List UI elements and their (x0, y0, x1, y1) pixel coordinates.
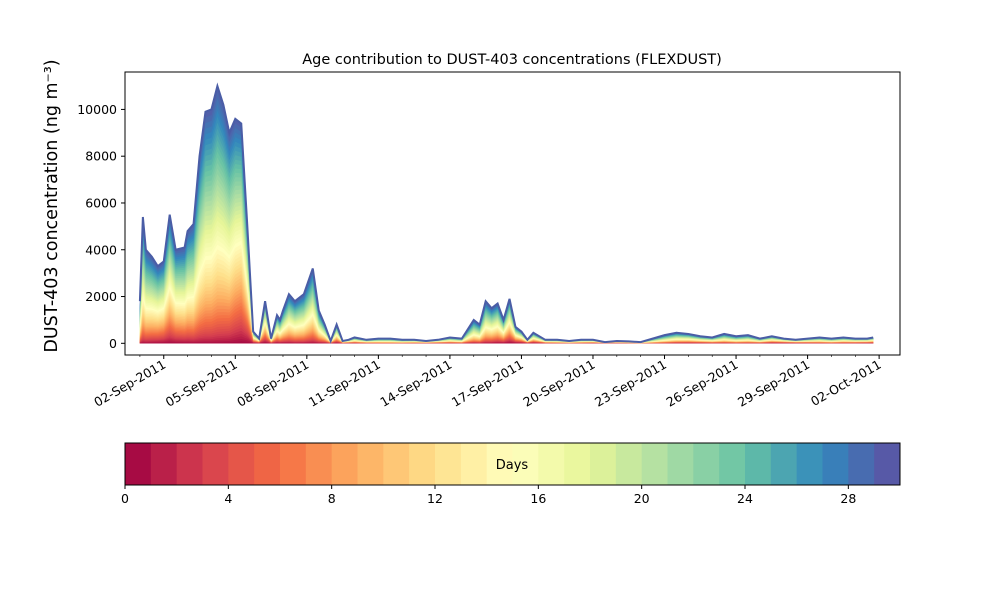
x-tick-label: 20-Sep-2011 (520, 357, 597, 410)
colorbar-cell (331, 443, 358, 485)
x-tick-label: 02-Oct-2011 (808, 357, 884, 409)
colorbar-cell (228, 443, 255, 485)
colorbar-cell (176, 443, 203, 485)
colorbar-cell (874, 443, 901, 485)
x-tick-label: 17-Sep-2011 (449, 357, 526, 410)
colorbar-tick-label: 12 (427, 491, 443, 506)
colorbar-cell (848, 443, 875, 485)
x-tick-label: 11-Sep-2011 (306, 357, 383, 410)
colorbar-tick-label: 4 (224, 491, 232, 506)
y-tick-label: 4000 (85, 242, 117, 257)
colorbar-cell (822, 443, 849, 485)
colorbar-cell (202, 443, 229, 485)
y-axis-label: DUST-403 concentration (ng m⁻³) (42, 59, 62, 352)
colorbar-cell (409, 443, 436, 485)
colorbar-tick-label: 20 (634, 491, 650, 506)
x-tick-label: 02-Sep-2011 (91, 357, 168, 410)
colorbar-cell (150, 443, 178, 485)
colorbar-cell (667, 443, 694, 485)
colorbar-tick-label: 24 (737, 491, 753, 506)
colorbar-cell (280, 443, 307, 485)
colorbar-frame (124, 442, 901, 486)
colorbar-cell (486, 443, 513, 485)
plot-area (138, 82, 874, 344)
age-bands (139, 86, 874, 344)
colorbar-cell (615, 443, 643, 485)
x-tick-label: 26-Sep-2011 (664, 357, 741, 410)
y-axis: 0 2000 4000 6000 8000 10000 (77, 102, 125, 351)
total-concentration-line (138, 82, 874, 344)
colorbar-cell (512, 443, 539, 485)
x-tick-label: 05-Sep-2011 (163, 357, 240, 410)
colorbar-cell (538, 443, 565, 485)
colorbar-cell (590, 443, 617, 485)
y-tick-label: 0 (109, 336, 117, 351)
colorbar-ticks: 0 4 8 12 16 20 24 28 (121, 485, 856, 506)
colorbar-tick-label: 0 (121, 491, 129, 506)
colorbar: Days 0 4 8 12 16 20 24 28 (121, 442, 901, 506)
y-tick-label: 2000 (85, 289, 117, 304)
colorbar-cell (745, 443, 772, 485)
plot-frame (124, 71, 901, 356)
colorbar-tick-label: 8 (328, 491, 336, 506)
colorbar-cell (719, 443, 746, 485)
x-axis: 02-Sep-201105-Sep-201108-Sep-201111-Sep-… (91, 355, 884, 410)
colorbar-cell (460, 443, 488, 485)
colorbar-tick-label: 16 (530, 491, 546, 506)
colorbar-cell (435, 443, 462, 485)
colorbar-cell (796, 443, 823, 485)
chart-title: Age contribution to DUST-403 concentrati… (302, 52, 722, 68)
colorbar-cells (125, 443, 901, 485)
x-tick-label: 29-Sep-2011 (735, 357, 812, 410)
x-tick-label: 08-Sep-2011 (234, 357, 311, 410)
x-tick-label: 14-Sep-2011 (377, 357, 454, 410)
colorbar-cell (305, 443, 333, 485)
y-tick-label: 10000 (77, 102, 117, 117)
y-tick-label: 8000 (85, 149, 117, 164)
colorbar-tick-label: 28 (840, 491, 856, 506)
age-band (139, 341, 874, 344)
colorbar-cell (254, 443, 281, 485)
colorbar-cell (770, 443, 798, 485)
colorbar-cell (564, 443, 591, 485)
colorbar-cell (383, 443, 410, 485)
colorbar-cell (693, 443, 720, 485)
x-tick-label: 23-Sep-2011 (592, 357, 669, 410)
colorbar-cell (357, 443, 384, 485)
colorbar-label: Days (496, 458, 529, 473)
y-tick-label: 6000 (85, 195, 117, 210)
colorbar-cell (125, 443, 152, 485)
colorbar-cell (641, 443, 668, 485)
